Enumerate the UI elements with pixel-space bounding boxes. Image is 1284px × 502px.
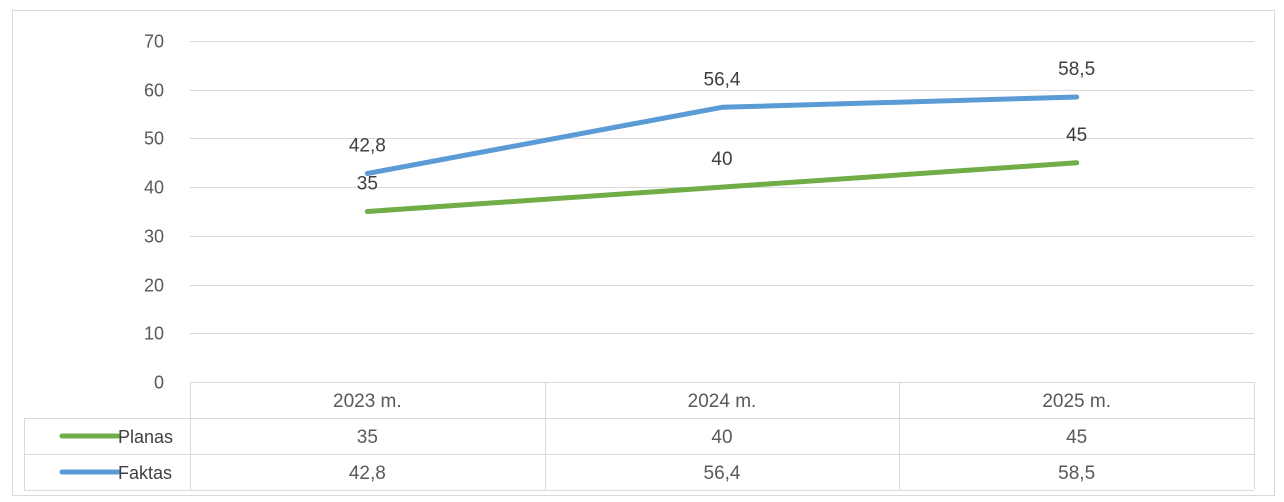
table-value-cell: 45: [1066, 427, 1087, 448]
table-value-cell: 40: [711, 427, 732, 448]
y-tick-label: 30: [144, 227, 164, 247]
y-tick-label: 70: [144, 32, 164, 52]
table-value-cell: 42,8: [349, 463, 386, 484]
table-value-cell: 56,4: [704, 463, 741, 484]
x-category-label: 2023 m.: [333, 391, 402, 412]
series-line-planas: [364, 160, 1080, 214]
y-tick-label: 10: [144, 324, 164, 344]
table-value-cell: 58,5: [1058, 463, 1095, 484]
x-category-label: 2024 m.: [688, 391, 757, 412]
y-tick-label: 20: [144, 276, 164, 296]
legend-label-faktas: Faktas: [118, 463, 172, 483]
data-label: 58,5: [1058, 59, 1095, 80]
series-line-faktas: [364, 94, 1080, 176]
y-tick-label: 40: [144, 178, 164, 198]
chart-frame: [12, 10, 1275, 496]
table-value-cell: 35: [357, 427, 378, 448]
legend-label-planas: Planas: [118, 427, 173, 447]
data-label: 40: [711, 149, 732, 170]
y-tick-label: 60: [144, 81, 164, 101]
y-tick-label: 0: [154, 373, 164, 393]
y-tick-label: 50: [144, 129, 164, 149]
data-label: 45: [1066, 125, 1087, 146]
x-category-label: 2025 m.: [1042, 391, 1111, 412]
data-label: 35: [357, 174, 378, 195]
data-label: 42,8: [349, 136, 386, 157]
data-label: 56,4: [704, 69, 741, 90]
